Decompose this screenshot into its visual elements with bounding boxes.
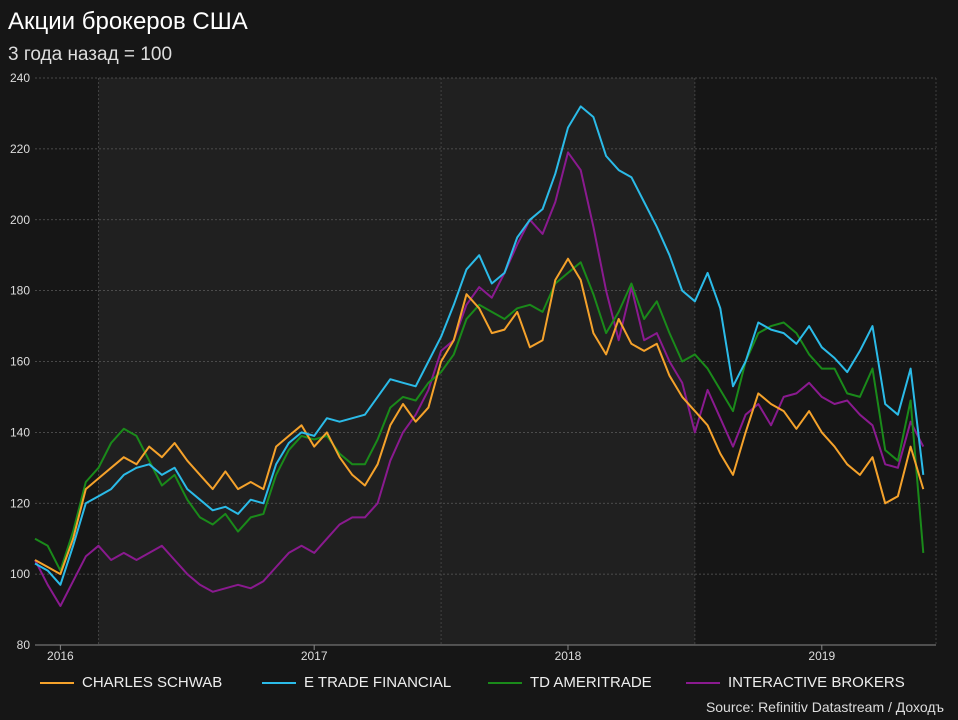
legend-label-td-ameritrade: TD AMERITRADE [530, 674, 652, 691]
legend: CHARLES SCHWAB E TRADE FINANCIAL TD AMER… [0, 674, 958, 696]
y-tick-label: 200 [10, 213, 30, 227]
chart-title: Акции брокеров США [8, 8, 248, 35]
y-tick-label: 160 [10, 355, 30, 369]
legend-label-charles-schwab: CHARLES SCHWAB [82, 674, 223, 691]
legend-swatch-e-trade [262, 681, 296, 684]
series-line-td-ameritrade [34, 261, 925, 572]
source-note: Source: Refinitiv Datastream / Доходъ [705, 699, 944, 715]
axes: 80 100 120 140 160 180 200 220 240 2016 2017 2018 20… [10, 71, 936, 663]
legend-swatch-charles-schwab [40, 681, 74, 684]
y-tick-label: 100 [10, 567, 30, 581]
series-line-e-trade-financial [34, 105, 925, 586]
series-line-charles-schwab [34, 257, 925, 576]
x-tick-label: 2018 [555, 649, 582, 663]
chart-subtitle: 3 года назад = 100 [8, 44, 173, 65]
y-tick-label: 220 [10, 142, 30, 156]
legend-label-interactive-brokers: INTERACTIVE BROKERS [728, 674, 905, 691]
gridlines [35, 77, 937, 646]
legend-swatch-td-ameritrade [488, 681, 522, 684]
legend-item-e-trade: E TRADE FINANCIAL [262, 674, 451, 691]
legend-item-charles-schwab: CHARLES SCHWAB [40, 674, 222, 691]
series-line-interactive-brokers [34, 151, 925, 607]
legend-swatch-interactive-brokers [686, 681, 720, 684]
shaded-period [98, 78, 442, 645]
legend-item-td-ameritrade: TD AMERITRADE [488, 674, 652, 691]
y-tick-label: 120 [10, 496, 30, 510]
series-lines [34, 105, 925, 607]
y-tick-label: 140 [10, 425, 30, 439]
y-tick-label: 240 [10, 71, 30, 85]
y-tick-label: 80 [17, 638, 31, 652]
legend-label-e-trade: E TRADE FINANCIAL [304, 674, 452, 691]
x-tick-label: 2016 [47, 649, 74, 663]
y-tick-label: 180 [10, 284, 30, 298]
x-tick-label: 2019 [808, 649, 835, 663]
legend-item-interactive-brokers: INTERACTIVE BROKERS [686, 674, 905, 691]
x-tick-label: 2017 [301, 649, 328, 663]
